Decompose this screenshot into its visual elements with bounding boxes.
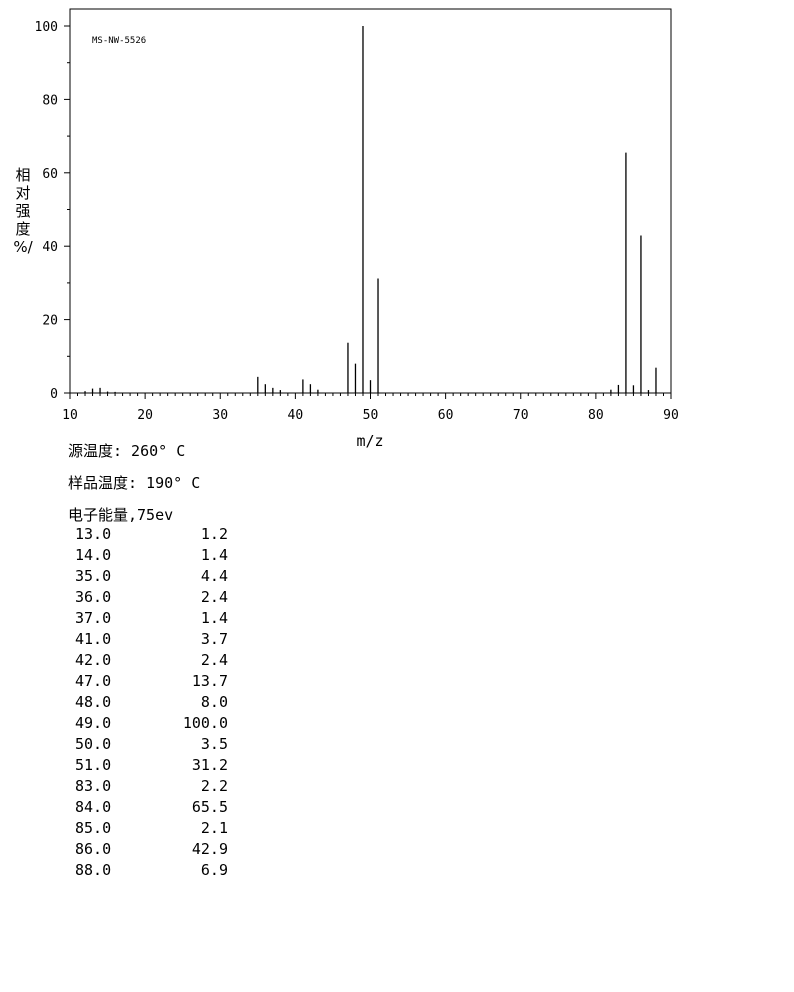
peak-row: 36.0 2.4	[75, 587, 228, 608]
peak-mz: 49.0	[75, 714, 112, 732]
x-tick-label: 10	[62, 408, 78, 423]
spectrum-peaks	[84, 26, 657, 393]
x-tick-label: 30	[212, 408, 228, 423]
y-axis-title-char: 对	[15, 184, 31, 202]
peak-row: 50.0 3.5	[75, 734, 228, 755]
peak-intensity: 2.2	[200, 777, 228, 795]
peak-intensity: 1.2	[200, 525, 228, 543]
peak-mz: 86.0	[75, 840, 112, 858]
x-tick-label: 20	[137, 408, 153, 423]
peak-row: 83.0 2.2	[75, 776, 228, 797]
peak-intensity: 100.0	[182, 714, 228, 732]
peak-intensity: 6.9	[200, 861, 228, 879]
peak-intensity: 8.0	[200, 693, 228, 711]
peak-mz: 35.0	[75, 567, 112, 585]
y-tick-label: 80	[42, 93, 58, 108]
y-tick-label: 100	[35, 20, 58, 35]
peak-mz: 14.0	[75, 546, 112, 564]
x-axis-ticks: 10 20 30 40 50 60 70 80 90	[62, 393, 679, 423]
peak-intensity: 65.5	[191, 798, 228, 816]
peak-row: 35.0 4.4	[75, 566, 228, 587]
peak-intensity: 2.1	[200, 819, 228, 837]
peak-mz: 50.0	[75, 735, 112, 753]
peak-table: 13.0 1.2 14.0 1.4 35.0 4.4 36.0 2.4 37.0 1.4 41.0 3…	[75, 524, 228, 881]
peak-intensity: 31.2	[191, 756, 228, 774]
y-axis-title: 相对强度 %/	[12, 166, 34, 256]
peak-row: 84.0 65.5	[75, 797, 228, 818]
y-tick-label: 60	[42, 167, 58, 182]
mass-spectrum-chart: 10 20 30 40 50 60 70 80 90 0 20 40 60 80 100 MS-NW-55…	[35, 8, 679, 450]
peak-intensity: 1.4	[200, 609, 228, 627]
peak-intensity: 1.4	[200, 546, 228, 564]
peak-row: 37.0 1.4	[75, 608, 228, 629]
peak-row: 42.0 2.4	[75, 650, 228, 671]
y-tick-label: 40	[42, 240, 58, 255]
peak-row: 86.0 42.9	[75, 839, 228, 860]
peak-row: 13.0 1.2	[75, 524, 228, 545]
peak-intensity: 2.4	[200, 588, 228, 606]
y-axis-title-char: 相	[15, 166, 31, 184]
y-axis-title-char: 度	[15, 220, 31, 238]
peak-intensity: 3.7	[200, 630, 228, 648]
peak-row: 85.0 2.1	[75, 818, 228, 839]
peak-mz: 37.0	[75, 609, 112, 627]
peak-intensity: 13.7	[191, 672, 228, 690]
peak-row: 41.0 3.7	[75, 629, 228, 650]
peak-mz: 51.0	[75, 756, 112, 774]
spectrum-id-label: MS-NW-5526	[92, 36, 146, 46]
peak-intensity: 42.9	[191, 840, 228, 858]
peak-mz: 13.0	[75, 525, 112, 543]
y-axis-title-char: %/	[13, 238, 33, 256]
x-tick-label: 90	[663, 408, 679, 423]
x-tick-label: 40	[288, 408, 304, 423]
sample-temperature: 样品温度: 190° C	[68, 474, 201, 492]
x-tick-label: 80	[588, 408, 604, 423]
peak-row: 51.0 31.2	[75, 755, 228, 776]
peak-row: 47.0 13.7	[75, 671, 228, 692]
source-temperature: 源温度: 260° C	[68, 442, 186, 460]
plot-frame	[69, 8, 672, 394]
y-axis-title-char: 强	[15, 202, 31, 220]
peak-mz: 42.0	[75, 651, 112, 669]
x-tick-label: 50	[363, 408, 379, 423]
peak-mz: 47.0	[75, 672, 112, 690]
peak-mz: 88.0	[75, 861, 112, 879]
peak-intensity: 2.4	[200, 651, 228, 669]
peak-row: 49.0 100.0	[75, 713, 228, 734]
peak-mz: 48.0	[75, 693, 112, 711]
peak-mz: 36.0	[75, 588, 112, 606]
peak-mz: 83.0	[75, 777, 112, 795]
electron-energy: 电子能量,75ev	[68, 506, 174, 524]
y-tick-label: 20	[42, 314, 58, 329]
x-tick-label: 70	[513, 408, 529, 423]
peak-mz: 85.0	[75, 819, 112, 837]
x-axis-title: m/z	[356, 432, 383, 450]
peak-row: 88.0 6.9	[75, 860, 228, 881]
peak-mz: 84.0	[75, 798, 112, 816]
x-tick-label: 60	[438, 408, 454, 423]
y-tick-label: 0	[50, 387, 58, 402]
peak-intensity: 4.4	[200, 567, 228, 585]
peak-intensity: 3.5	[200, 735, 228, 753]
peak-row: 48.0 8.0	[75, 692, 228, 713]
peak-mz: 41.0	[75, 630, 112, 648]
y-axis-ticks: 0 20 40 60 80 100	[35, 20, 70, 402]
peak-row: 14.0 1.4	[75, 545, 228, 566]
